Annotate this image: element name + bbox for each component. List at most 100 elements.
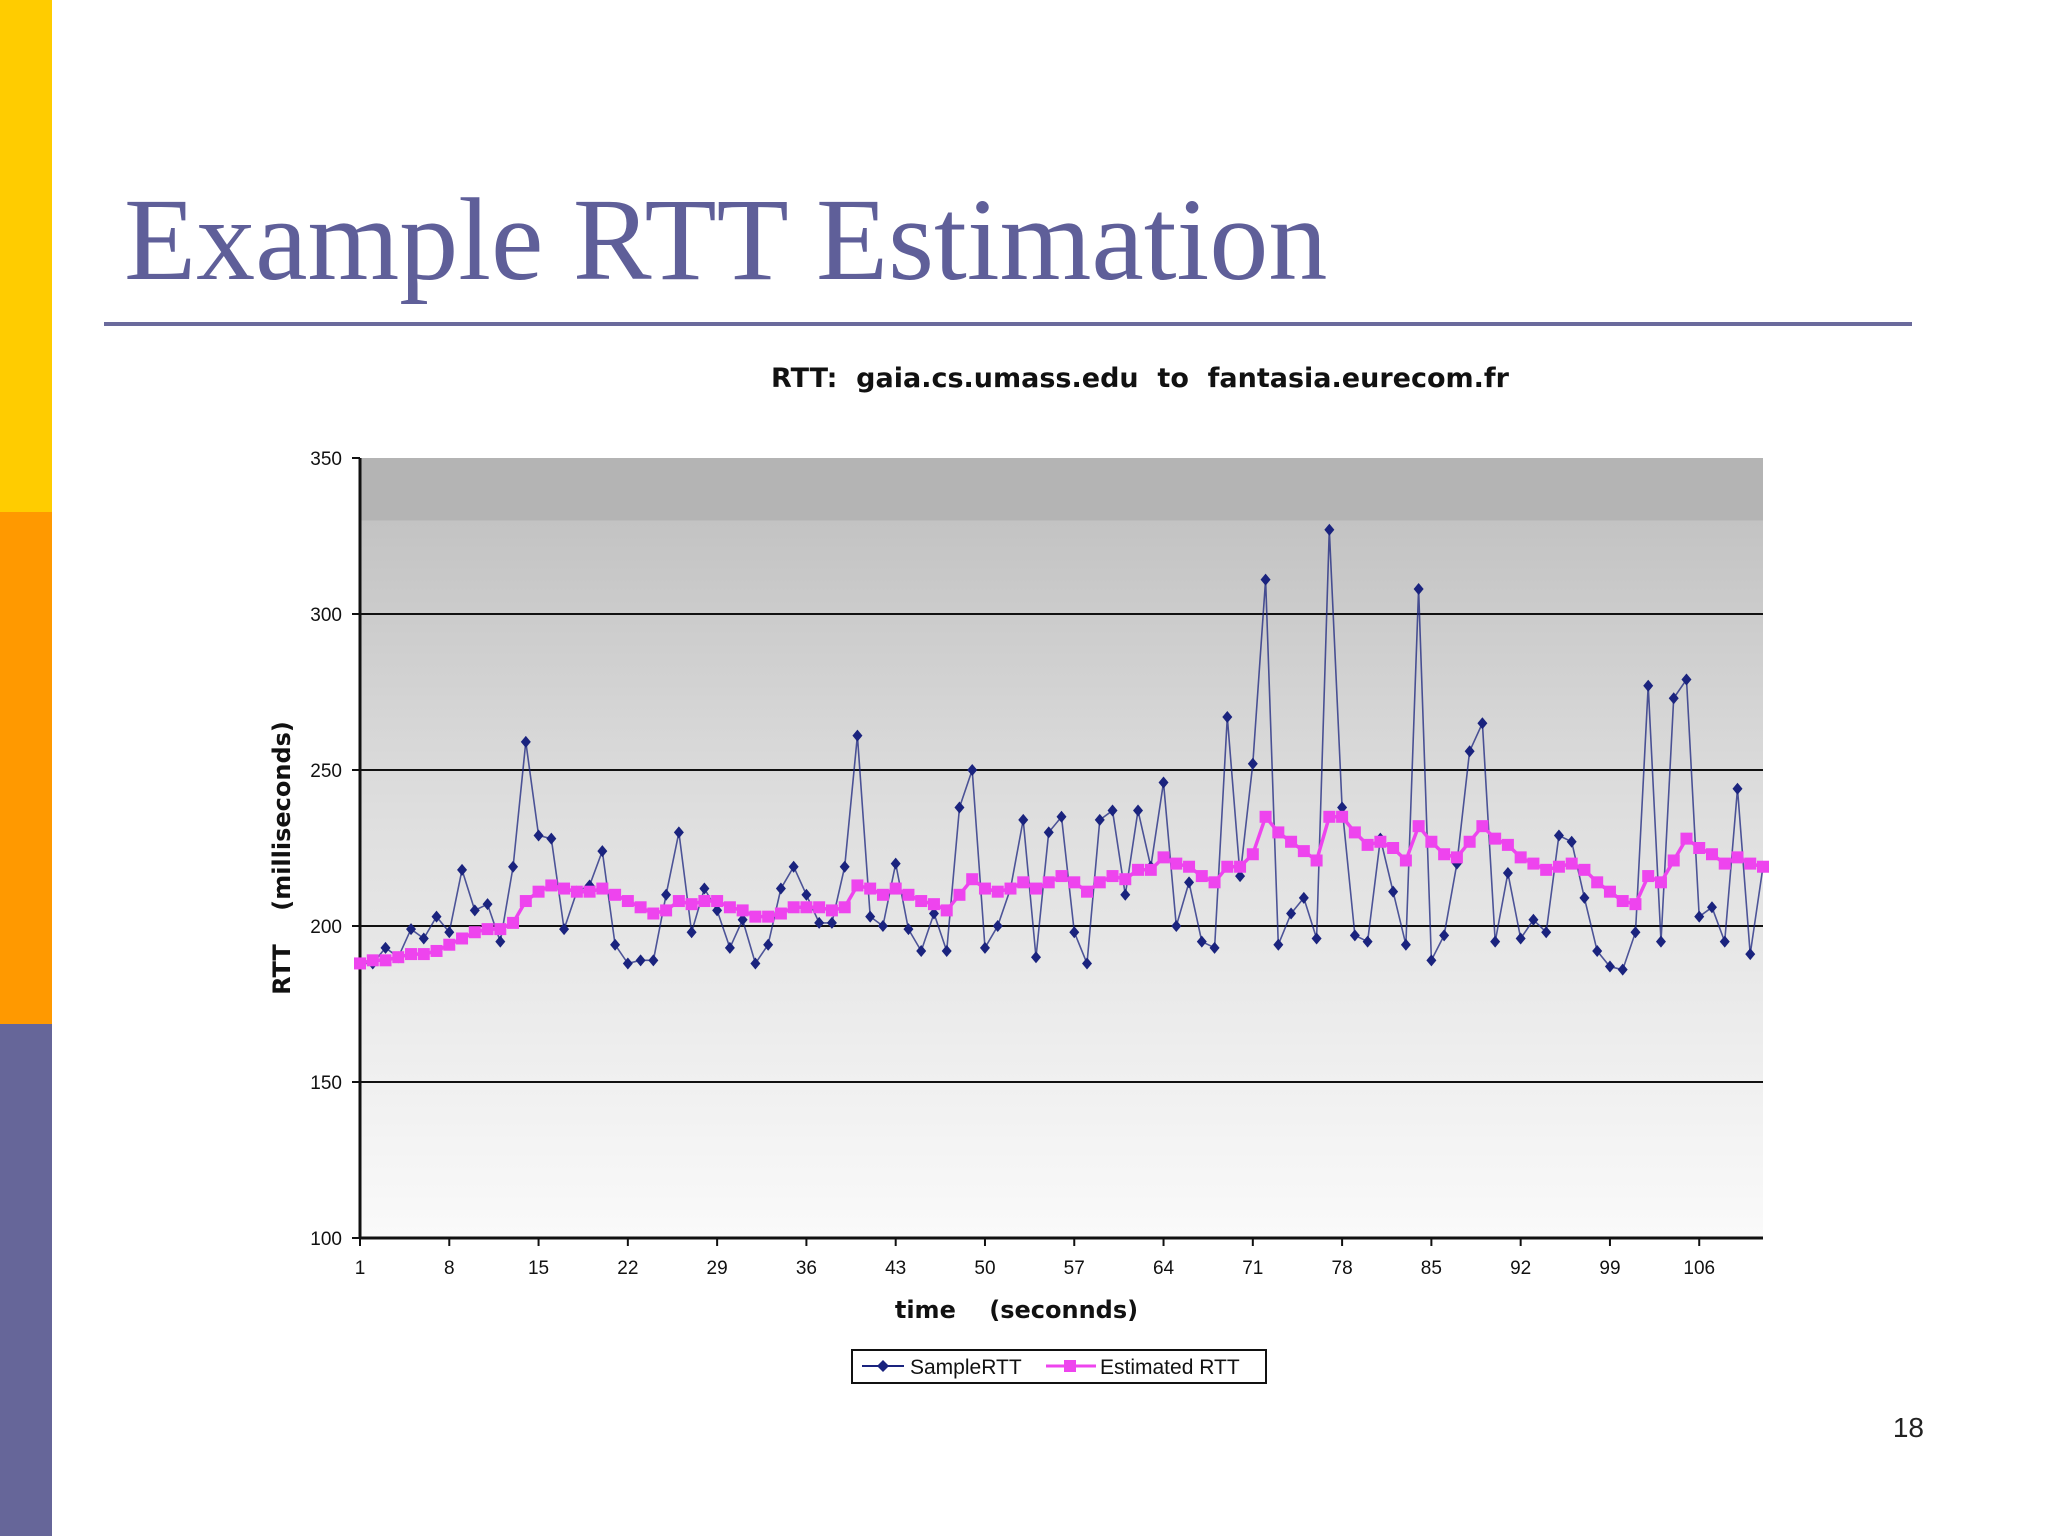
sample-rtt-point [1247, 757, 1258, 770]
estimated-rtt-point [1259, 810, 1272, 823]
sample-rtt-point [1732, 782, 1743, 795]
estimated-rtt-point [1387, 842, 1400, 854]
estimated-rtt-point [1565, 857, 1578, 870]
chart-title: RTT: gaia.cs.umass.edu to fantasia.eurec… [771, 363, 1510, 394]
estimated-rtt-point [902, 888, 915, 901]
estimated-rtt-point [1042, 876, 1055, 889]
estimated-rtt-point [1616, 895, 1629, 908]
sample-rtt-point [1694, 910, 1705, 923]
estimated-rtt-point [1476, 820, 1489, 833]
sample-rtt-point [1043, 826, 1054, 839]
estimated-rtt-point [558, 882, 571, 895]
estimated-rtt-point [1004, 882, 1017, 895]
x-tick-label: 85 [1421, 1258, 1442, 1279]
estimated-rtt-point [1336, 810, 1349, 823]
series-samplertt [355, 523, 1768, 976]
legend-sample-marker [877, 1360, 889, 1372]
plot-area [360, 458, 1763, 1238]
y-tick-label: 250 [310, 761, 342, 782]
sample-rtt-point [941, 944, 952, 957]
estimated-rtt-point [507, 916, 520, 929]
estimated-rtt-point [1183, 860, 1196, 873]
estimated-rtt-point [940, 904, 953, 917]
estimated-rtt-point [1208, 876, 1221, 889]
sample-rtt-point [1604, 960, 1615, 973]
y-tick-label: 300 [310, 605, 342, 626]
estimated-rtt-point [532, 885, 545, 898]
x-tick-label: 92 [1510, 1258, 1531, 1279]
sample-rtt-point [1617, 963, 1628, 976]
sample-rtt-point [533, 829, 544, 842]
sample-rtt-point [1502, 866, 1513, 879]
slide-sidebar-accent [0, 0, 52, 1536]
estimated-rtt-point [1170, 857, 1183, 870]
sample-rtt-point [750, 957, 761, 970]
estimated-rtt-point [1680, 832, 1693, 845]
estimated-rtt-point [1527, 857, 1540, 870]
estimated-rtt-point [825, 904, 838, 917]
sample-rtt-point [495, 935, 506, 948]
sample-rtt-point [380, 941, 391, 954]
sidebar-purple-segment [0, 1024, 52, 1536]
sample-rtt-point [1184, 876, 1195, 889]
sample-rtt-point [1260, 573, 1271, 586]
estimated-rtt-point [1081, 885, 1094, 898]
x-tick-label: 22 [617, 1258, 638, 1279]
estimated-rtt-point [1297, 845, 1310, 858]
sample-rtt-point [1477, 717, 1488, 730]
sample-rtt-point [508, 860, 519, 873]
estimated-rtt-point [1144, 863, 1157, 876]
estimated-rtt-point [978, 882, 991, 895]
estimated-rtt-point [953, 888, 966, 901]
sample-rtt-point [992, 920, 1003, 932]
estimated-rtt-point [1412, 820, 1425, 833]
legend-sample-label: SampleRTT [910, 1356, 1022, 1379]
estimated-rtt-point [698, 895, 711, 908]
sample-rtt-point [1311, 932, 1322, 945]
page-number: 18 [1892, 1412, 1924, 1443]
sample-rtt-point [648, 954, 659, 967]
sample-rtt-point [673, 826, 684, 839]
estimated-rtt-point [1221, 860, 1234, 873]
estimated-rtt-point [609, 888, 622, 901]
sample-rtt-point [1362, 935, 1373, 948]
sample-rtt-point [1643, 679, 1654, 692]
sample-rtt-point [1056, 810, 1067, 823]
sample-rtt-point [1579, 891, 1590, 904]
y-axis-label: RTT (milliseconds) [268, 721, 296, 995]
sample-rtt-point [1273, 938, 1284, 951]
x-tick-label: 50 [974, 1258, 995, 1279]
sample-rtt-point [635, 954, 646, 967]
estimated-rtt-point [583, 885, 596, 898]
sample-rtt-point [1069, 926, 1080, 939]
estimated-rtt-point [685, 898, 698, 911]
estimated-rtt-point [545, 879, 558, 892]
estimated-rtt-point [1705, 848, 1718, 861]
estimated-rtt-point [774, 907, 787, 920]
series-layer [354, 523, 1769, 976]
estimated-rtt-point [1578, 863, 1591, 876]
estimated-rtt-point [1744, 857, 1757, 870]
sample-rtt-point [979, 941, 990, 954]
sample-rtt-point [1719, 935, 1730, 948]
estimated-rtt-point [1029, 882, 1042, 895]
sample-rtt-point [1630, 926, 1641, 939]
sample-rtt-point [1349, 929, 1360, 942]
estimated-rtt-point [966, 873, 979, 886]
estimated-rtt-point [1399, 854, 1412, 867]
estimated-rtt-point [1654, 876, 1667, 889]
sample-rtt-point [1107, 804, 1118, 817]
plot-top-band [360, 458, 1763, 521]
estimated-rtt-point [1157, 851, 1170, 864]
sample-rtt-point [699, 882, 710, 895]
estimated-rtt-point [1642, 870, 1655, 883]
estimated-rtt-point [392, 951, 405, 964]
sample-rtt-point [597, 845, 608, 858]
estimated-rtt-point [1310, 854, 1323, 867]
x-tick-label: 78 [1332, 1258, 1353, 1279]
estimated-rtt-point [468, 926, 481, 939]
estimated-rtt-point [354, 957, 366, 970]
sample-rtt-point [1209, 941, 1220, 954]
estimated-rtt-point [596, 882, 609, 895]
